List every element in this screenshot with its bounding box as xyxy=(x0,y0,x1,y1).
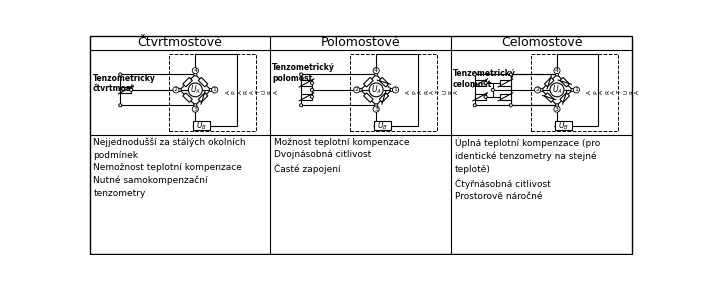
Circle shape xyxy=(375,104,377,107)
Text: 3: 3 xyxy=(555,107,559,112)
Text: 1: 1 xyxy=(394,87,398,92)
Circle shape xyxy=(310,82,313,84)
Circle shape xyxy=(554,106,560,112)
Text: 4: 4 xyxy=(194,68,197,73)
Text: 1: 1 xyxy=(213,87,217,92)
Bar xyxy=(183,77,192,87)
Circle shape xyxy=(194,104,197,107)
Bar xyxy=(500,94,511,100)
Bar xyxy=(374,121,391,130)
Text: $U_A$: $U_A$ xyxy=(190,84,201,96)
Text: A
P
A
R
A
T
U
R
A: A P A R A T U R A xyxy=(406,90,460,94)
Bar xyxy=(531,54,617,131)
Circle shape xyxy=(192,67,199,74)
Circle shape xyxy=(194,73,197,76)
Circle shape xyxy=(534,87,541,93)
Bar xyxy=(183,93,192,102)
Circle shape xyxy=(209,88,213,92)
Text: 1: 1 xyxy=(574,87,578,92)
Text: Polomostové: Polomostové xyxy=(321,36,401,49)
Circle shape xyxy=(173,87,179,93)
Circle shape xyxy=(484,95,487,98)
Bar xyxy=(120,87,131,93)
Circle shape xyxy=(392,87,398,93)
Circle shape xyxy=(473,73,477,76)
Circle shape xyxy=(554,67,560,74)
Text: A
P
A
R
A
T
U
R
A: A P A R A T U R A xyxy=(587,90,640,94)
Bar xyxy=(474,94,486,100)
Circle shape xyxy=(491,88,494,92)
Bar xyxy=(555,121,572,130)
Circle shape xyxy=(473,104,477,107)
Circle shape xyxy=(484,82,487,84)
Text: 3: 3 xyxy=(374,107,378,112)
Bar xyxy=(500,80,511,86)
Circle shape xyxy=(130,88,132,92)
Text: $U_A$: $U_A$ xyxy=(371,84,382,96)
Text: $U_B$: $U_B$ xyxy=(558,119,569,132)
Text: 4: 4 xyxy=(555,68,559,73)
Bar xyxy=(364,93,373,102)
Circle shape xyxy=(540,88,543,92)
Circle shape xyxy=(189,83,202,97)
Circle shape xyxy=(178,88,182,92)
Text: Možnost teplotní kompenzace
Dvojnásobná citlivost
Časté zapojení: Možnost teplotní kompenzace Dvojnásobná … xyxy=(275,138,410,174)
Bar xyxy=(199,93,208,102)
Circle shape xyxy=(375,73,377,76)
Circle shape xyxy=(509,73,513,76)
Text: Úplná teplotní kompenzace (pro
identické tenzometry na stejné
teplotě)
Čtyřnásob: Úplná teplotní kompenzace (pro identické… xyxy=(455,138,601,201)
Circle shape xyxy=(509,104,513,107)
Text: 3: 3 xyxy=(194,107,197,112)
Bar xyxy=(350,54,436,131)
Text: A
P
A
R
A
T
U
R
A: A P A R A T U R A xyxy=(225,90,279,94)
Text: Nejjednodušší za stálých okolních
podmínek
Nemožnost teplotní kompenzace
Nutné s: Nejjednodušší za stálých okolních podmín… xyxy=(94,138,246,198)
Text: Celomostové: Celomostové xyxy=(501,36,582,49)
Circle shape xyxy=(192,106,199,112)
Circle shape xyxy=(359,88,362,92)
Bar xyxy=(544,77,554,87)
Circle shape xyxy=(119,104,122,107)
Text: $U_B$: $U_B$ xyxy=(377,119,388,132)
Bar xyxy=(301,94,312,100)
Circle shape xyxy=(373,106,379,112)
Bar xyxy=(169,54,256,131)
Bar xyxy=(193,121,210,130)
Text: 2: 2 xyxy=(536,87,539,92)
Bar xyxy=(301,80,312,86)
Circle shape xyxy=(212,87,218,93)
Bar xyxy=(560,77,570,87)
Circle shape xyxy=(555,73,558,76)
Text: 2: 2 xyxy=(174,87,178,92)
Circle shape xyxy=(555,104,558,107)
Text: 2: 2 xyxy=(355,87,359,92)
Circle shape xyxy=(300,104,303,107)
Text: Tenzometrický
polomost: Tenzometrický polomost xyxy=(272,63,335,83)
Bar xyxy=(474,80,486,86)
Bar xyxy=(364,77,373,87)
Circle shape xyxy=(300,73,303,76)
Text: 4: 4 xyxy=(374,68,378,73)
Circle shape xyxy=(390,88,394,92)
Text: Tenzometrický
čtvrtmost: Tenzometrický čtvrtmost xyxy=(93,74,156,94)
Bar xyxy=(379,93,389,102)
Circle shape xyxy=(353,87,360,93)
Circle shape xyxy=(310,88,313,92)
Circle shape xyxy=(573,87,579,93)
Text: Čtvrtmostové: Čtvrtmostové xyxy=(137,36,222,49)
Circle shape xyxy=(571,88,574,92)
Circle shape xyxy=(119,73,122,76)
Circle shape xyxy=(550,83,564,97)
Bar xyxy=(379,77,389,87)
Circle shape xyxy=(369,83,383,97)
Circle shape xyxy=(310,95,313,98)
Circle shape xyxy=(373,67,379,74)
Bar xyxy=(544,93,554,102)
Text: Tenzometrický
celomost: Tenzometrický celomost xyxy=(453,69,515,89)
Text: $U_B$: $U_B$ xyxy=(196,119,207,132)
Bar xyxy=(199,77,208,87)
Bar xyxy=(560,93,570,102)
Text: $U_A$: $U_A$ xyxy=(551,84,562,96)
